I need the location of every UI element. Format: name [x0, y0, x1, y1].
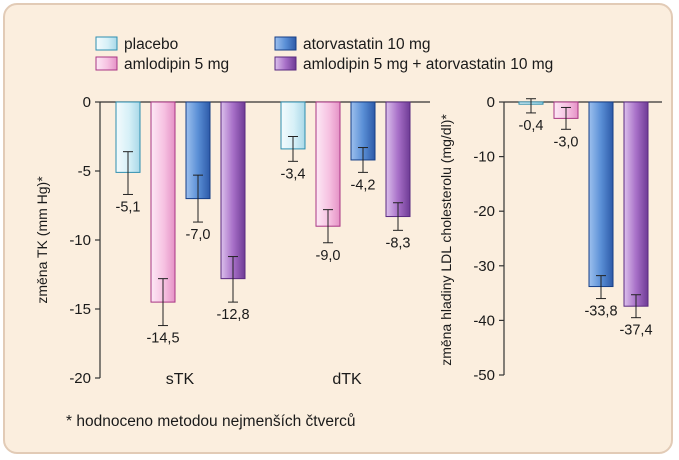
value-label: -12,8 [216, 307, 249, 323]
ldl-panel: změna hladiny LDL cholesterolu (mg/dl)* … [438, 94, 662, 384]
blood-pressure-panel: změna TK (mm Hg)* sTK dTK 0 -5 -10 -15 -20 -… [34, 94, 430, 388]
error-bar [596, 275, 606, 300]
value-label: -3,0 [554, 134, 579, 150]
bar-combination [385, 101, 411, 218]
legend-swatch-placebo [95, 36, 118, 51]
legend-label-atorvastatin: atorvastatin 10 mg [303, 36, 431, 53]
error-bar [393, 202, 403, 231]
value-label: -5,1 [116, 199, 141, 215]
legend: placebo atorvastatin 10 mg amlodipin 5 m… [95, 36, 553, 73]
y-tick-label: -20 [473, 203, 495, 220]
left-y-axis-label: změna TK (mm Hg)* [34, 176, 50, 304]
value-label: -14,5 [146, 331, 179, 347]
error-bar [631, 294, 641, 319]
legend-label-amlodipin: amlodipin 5 mg [124, 56, 229, 73]
right-y-axis-label: změna hladiny LDL cholesterolu (mg/dl)* [438, 114, 454, 366]
y-tick-label: -5 [78, 163, 91, 180]
bar-amlodipin [315, 101, 341, 227]
error-bar [228, 256, 238, 303]
legend-label-placebo: placebo [124, 36, 178, 53]
error-bar [158, 278, 168, 327]
error-bar [358, 147, 368, 173]
value-label: -8,3 [386, 235, 411, 251]
y-tick-label: -50 [473, 367, 495, 384]
bar-amlodipin [150, 101, 176, 303]
value-label: -4,2 [351, 177, 376, 193]
y-tick-label: -40 [473, 312, 495, 329]
y-tick-label: -30 [473, 258, 495, 275]
error-bar [123, 151, 133, 195]
legend-label-combination: amlodipin 5 mg + atorvastatin 10 mg [303, 56, 553, 73]
legend-swatch-combination [274, 56, 297, 71]
footnote: * hodnoceno metodou nejmenších čtverců [66, 413, 356, 430]
legend-swatch-atorvastatin [274, 36, 297, 51]
legend-swatch-amlodipin [95, 56, 118, 71]
bar-combination [623, 101, 649, 307]
value-label: -3,4 [281, 166, 306, 182]
bar-atorvastatin [588, 101, 614, 288]
y-tick-label: -10 [69, 232, 91, 249]
y-tick-label: 0 [487, 94, 495, 111]
error-bar [526, 98, 536, 114]
error-bar [561, 106, 571, 130]
y-tick-label: -10 [473, 149, 495, 166]
category-label-stk: sTK [166, 371, 195, 388]
y-tick-label: -15 [69, 301, 91, 318]
y-tick-label: -20 [69, 370, 91, 387]
y-tick-label: 0 [83, 94, 91, 111]
category-label-dtk: dTK [332, 371, 362, 388]
value-label: -7,0 [186, 227, 211, 243]
value-label: -9,0 [316, 248, 341, 264]
chart-panel [3, 3, 673, 454]
value-label: -37,4 [619, 323, 652, 339]
value-label: -0,4 [519, 118, 544, 134]
value-label: -33,8 [584, 304, 617, 320]
error-bar [323, 209, 333, 244]
error-bar [193, 174, 203, 223]
error-bar [288, 136, 298, 162]
bar-combination [220, 101, 246, 280]
